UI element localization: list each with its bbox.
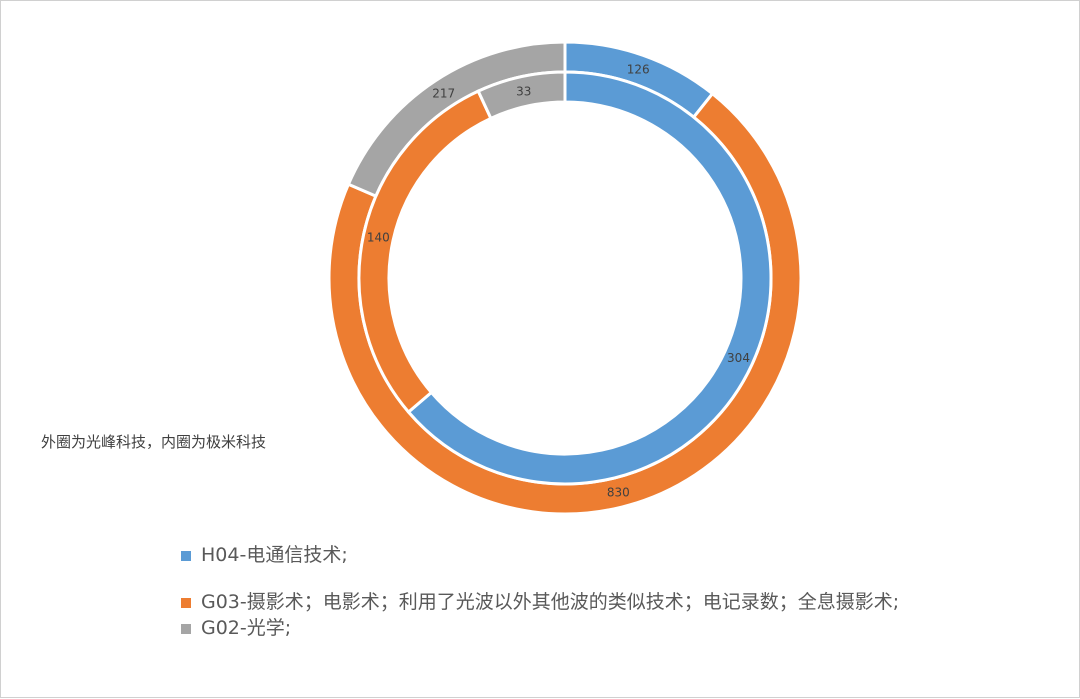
inner-ring-value-label-g02: 33 — [516, 84, 531, 98]
legend-swatch-g02 — [181, 624, 191, 634]
outer-ring-value-label-g03: 830 — [607, 485, 630, 499]
outer-ring-value-label-g02: 217 — [432, 86, 455, 100]
legend-swatch-h04 — [181, 551, 191, 561]
legend: H04-电通信技术; G03-摄影术；电影术；利用了光波以外其他波的类似技术；电… — [181, 543, 921, 640]
legend-label-g02: G02-光学; — [201, 617, 292, 639]
legend-item-g03: G03-摄影术；电影术；利用了光波以外其他波的类似技术；电记录数；全息摄影术; — [181, 590, 921, 614]
inner-ring-slice-g02 — [476, 70, 567, 121]
outer-ring-value-label-h04: 126 — [627, 62, 650, 76]
legend-item-h04: H04-电通信技术; — [181, 543, 921, 567]
inner-ring-value-label-h04: 304 — [727, 351, 750, 365]
legend-item-g02: G02-光学; — [181, 616, 921, 640]
inner-ring-slice-h04 — [406, 70, 773, 486]
ring-note: 外圈为光峰科技，内圈为极米科技 — [41, 433, 267, 451]
legend-label-g03: G03-摄影术；电影术；利用了光波以外其他波的类似技术；电记录数；全息摄影术; — [201, 591, 900, 613]
legend-label-h04: H04-电通信技术; — [201, 544, 348, 566]
legend-swatch-g03 — [181, 598, 191, 608]
inner-ring-value-label-g03: 140 — [367, 230, 390, 244]
